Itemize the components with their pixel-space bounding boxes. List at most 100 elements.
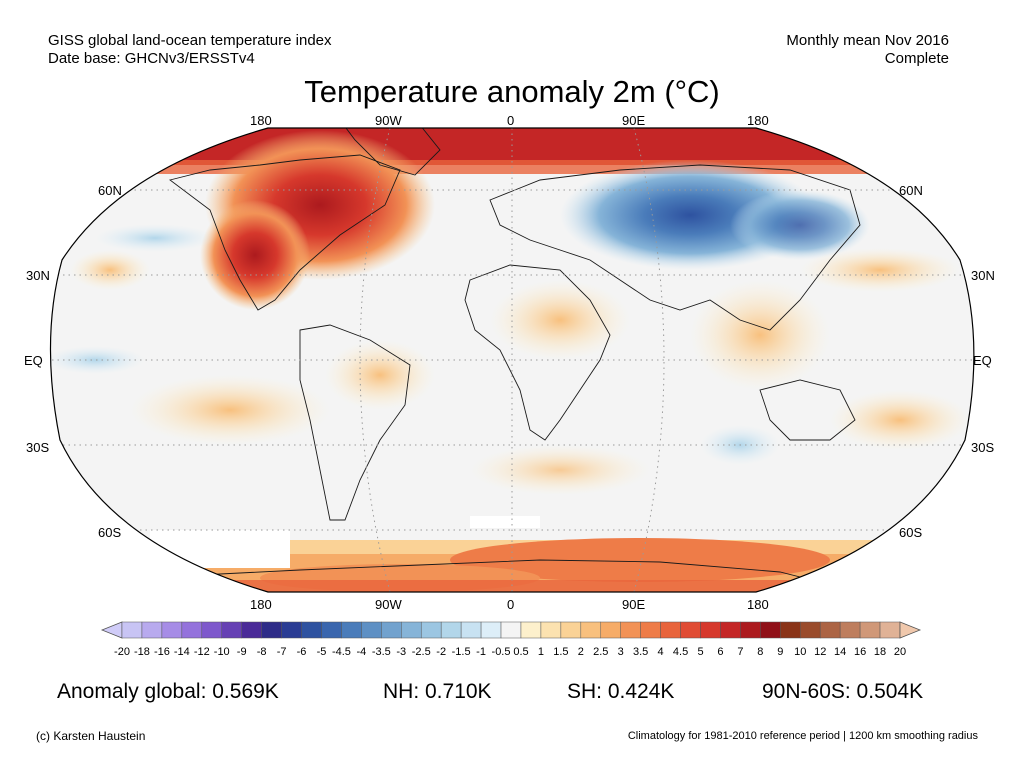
lon-label-bottom-180w: 180 [250,597,272,612]
colorbar-tick-label: -6 [296,646,307,658]
colorbar-cell [440,621,462,639]
colorbar-tick-label: 12 [814,646,827,658]
colorbar-cell [241,621,262,639]
stat-global: Anomaly global: 0.569K [57,680,279,703]
colorbar-tick-label: 4.5 [672,646,689,658]
colorbar-tick-label: -1 [476,646,486,658]
colorbar-tick-label: -14 [173,646,190,658]
lat-label-right-60s: 60S [899,525,923,540]
colorbar-cell [600,621,621,639]
colorbar-low-arrow [100,621,123,639]
colorbar-cell [420,621,442,639]
colorbar-tick-label: 10 [794,646,807,658]
lat-label-left-30s: 30S [26,440,50,455]
colorbar-tick-label: 5 [697,646,704,658]
colorbar-cell [560,621,582,639]
colorbar-cell [540,621,562,639]
colorbar-cell [780,621,801,639]
colorbar-tick-label: -2.5 [411,646,431,658]
colorbar-tick-label: -10 [213,646,230,658]
colorbar-tick-label: -7 [276,646,287,658]
colorbar-tick-label: -4.5 [331,646,351,658]
colorbar-cell [839,621,861,639]
colorbar-tick-label: -5 [316,646,327,658]
colorbar-cell [181,621,203,639]
footer-note: Climatology for 1981-2010 reference peri… [627,730,978,742]
map-title: Temperature anomaly 2m (°C) [304,74,720,109]
colorbar-tick-label: 1.5 [553,646,569,658]
colorbar-tick-label: -0.5 [491,646,511,658]
header-database: Date base: GHCNv3/ERSSTv4 [48,50,255,67]
colorbar-cell [879,621,901,639]
map-frame [49,127,975,593]
colorbar-tick-label: -12 [193,646,210,658]
colorbar-cell [341,621,362,639]
lon-label-top-0: 0 [507,113,515,128]
lat-label-right-eq: EQ [973,353,992,368]
lat-label-left-60s: 60S [98,525,122,540]
lon-label-bottom-180e: 180 [747,597,769,612]
colorbar-tick-label: 0.5 [513,646,529,658]
lat-label-left-60n: 60N [98,183,122,198]
lat-label-right-30s: 30S [971,440,995,455]
colorbar-tick-label: 18 [873,646,887,658]
colorbar-tick-label: -16 [153,646,170,658]
colorbar-tick-label: 16 [853,646,867,658]
colorbar-tick-label: 14 [834,646,847,658]
colorbar-tick-label: 1 [537,646,544,658]
colorbar-cell [800,621,821,639]
colorbar-tick-label: 4 [657,646,664,658]
colorbar-cell [620,621,641,639]
colorbar-tick-label: 3 [617,646,624,658]
colorbar-cell [201,621,222,639]
lon-label-top-90w: 90W [375,113,402,128]
header-source: GISS global land-ocean temperature index [48,32,332,49]
colorbar-tick-label: -3.5 [371,646,391,658]
colorbar-tick-label: -18 [133,646,150,658]
stat-sh: SH: 0.424K [567,680,675,703]
lon-label-top-90e: 90E [622,113,646,128]
anomaly-field [50,128,974,592]
colorbar-cell [361,621,382,639]
colorbar-cell [381,621,402,639]
colorbar-tick-label: -9 [236,646,247,658]
lat-label-right-60n: 60N [899,183,923,198]
colorbar-tick-label: -1.5 [451,646,471,658]
colorbar [100,621,922,639]
colorbar-tick-label: -20 [114,646,130,658]
colorbar-high-arrow [899,621,922,639]
colorbar-tick-label: 20 [893,646,907,658]
header-status: Complete [884,50,949,67]
colorbar-cell [760,621,781,639]
colorbar-tick-label: 9 [777,646,784,658]
footer-credit: (c) Karsten Haustein [36,729,146,743]
colorbar-tick-label: -4 [356,646,367,658]
colorbar-tick-label: -2 [436,646,447,658]
colorbar-cell [281,621,302,639]
graticule [50,128,974,592]
colorbar-cell [301,621,322,639]
lon-label-bottom-0: 0 [507,597,515,612]
lon-label-bottom-90e: 90E [622,597,646,612]
colorbar-tick-label: -8 [256,646,267,658]
colorbar-cell [141,621,163,639]
stat-nh: NH: 0.710K [383,680,492,703]
lat-label-right-30n: 30N [971,268,995,283]
colorbar-cell [640,621,661,639]
coastlines [168,128,861,583]
lon-label-bottom-90w: 90W [375,597,402,612]
colorbar-cell [740,621,761,639]
colorbar-cell [680,621,701,639]
lon-label-top-180e: 180 [747,113,769,128]
colorbar-cell [720,621,741,639]
colorbar-cell [480,621,502,639]
colorbar-cell [660,621,681,639]
colorbar-cell [401,621,422,639]
colorbar-tick-label: 2 [577,646,584,658]
colorbar-cell [121,621,143,639]
lat-label-left-eq: EQ [24,353,43,368]
lat-label-left-30n: 30N [26,268,50,283]
colorbar-cell [819,621,841,639]
colorbar-tick-label: 6 [717,646,724,658]
